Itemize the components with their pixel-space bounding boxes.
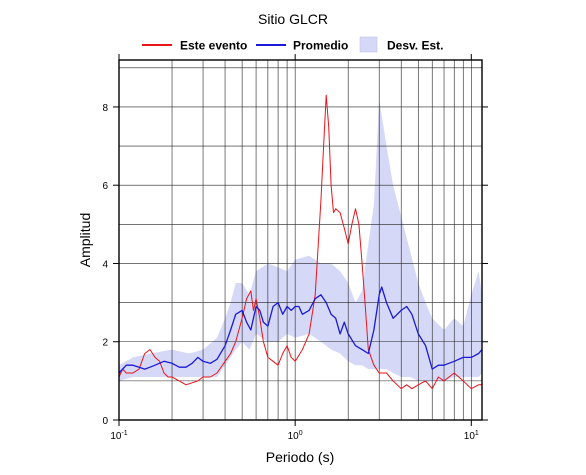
legend-label-este-evento: Este evento — [180, 39, 247, 53]
legend-label-promedio: Promedio — [293, 39, 348, 53]
chart-title: Sitio GLCR — [258, 11, 328, 27]
y-tick-label: 4 — [102, 259, 108, 270]
series-line-este-evento — [118, 94, 482, 390]
y-tick-label: 2 — [102, 338, 108, 349]
legend: Este evento Promedio Desv. Est. — [142, 36, 443, 53]
y-tick-label: 8 — [102, 103, 108, 114]
series-line-promedio — [118, 286, 483, 374]
std-dev-band — [119, 99, 482, 381]
y-tick-label: 0 — [102, 416, 108, 427]
x-tick-label: 101 — [464, 430, 479, 442]
legend-label-desv-est: Desv. Est. — [387, 39, 443, 53]
legend-swatch-desv-est — [359, 36, 378, 53]
x-tick-label: 100 — [288, 430, 303, 442]
x-tick-label: 10-1 — [110, 430, 127, 442]
x-axis-label: Periodo (s) — [266, 449, 334, 465]
y-axis-label: Amplitud — [77, 213, 93, 267]
plot-frame — [118, 59, 483, 421]
y-tick-label: 6 — [102, 181, 108, 192]
